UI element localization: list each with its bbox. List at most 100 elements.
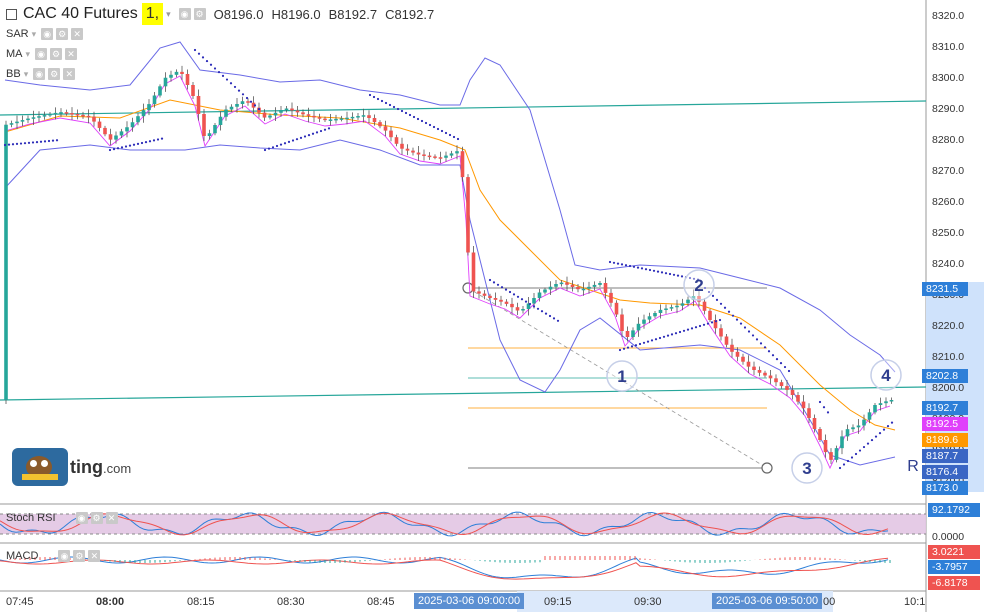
trendline-upper[interactable] [0, 100, 927, 116]
price-tag: 8231.5 [922, 282, 968, 296]
sar-dot [319, 129, 323, 133]
interval-badge[interactable]: 1, [141, 3, 164, 25]
stoch-d-line [0, 512, 889, 536]
candle-body [141, 110, 146, 117]
macd-legend[interactable]: MACD ◉ ⚙ ✕ [6, 550, 101, 562]
indicator-row-sar[interactable]: SAR ▾ ◉ ⚙ ✕ [6, 24, 434, 44]
time-tick: 07:45 [6, 596, 34, 608]
eye-icon[interactable]: ◉ [75, 512, 88, 524]
candle-body [642, 319, 646, 324]
wave-label-2[interactable]: 2 [683, 269, 715, 301]
eye-icon[interactable]: ◉ [33, 68, 46, 80]
sar-dot [7, 143, 11, 146]
wave-label-3[interactable]: 3 [791, 452, 823, 484]
settings-icon[interactable]: ⚙ [50, 48, 63, 60]
sar-dot [874, 435, 878, 438]
sar-dot [43, 140, 47, 143]
settings-icon[interactable]: ⚙ [90, 512, 103, 524]
sar-dot [642, 341, 646, 344]
sar-dot [528, 302, 532, 306]
chevron-down-icon[interactable]: ▾ [166, 8, 171, 19]
candle-body [4, 124, 8, 400]
moving-averages [4, 75, 896, 470]
close-icon[interactable]: ✕ [88, 550, 101, 562]
collapse-icon[interactable] [6, 8, 17, 20]
chevron-down-icon[interactable]: ▾ [23, 68, 29, 79]
sar-dot [532, 305, 536, 308]
candle-body [581, 288, 586, 291]
time-tag-start: 2025-03-06 09:00:00 [414, 593, 525, 609]
sar-dot [144, 141, 148, 144]
candle-body [180, 71, 184, 74]
candle-body [559, 282, 564, 285]
eye-icon[interactable]: ◉ [35, 48, 48, 60]
candle-body [730, 344, 734, 352]
sar-dot [500, 286, 504, 289]
settings-icon[interactable]: ⚙ [48, 68, 61, 80]
sar-dot [380, 99, 384, 103]
time-tick: 09:15 [544, 596, 572, 608]
sar-dot [706, 322, 710, 325]
sar-dot [245, 96, 249, 100]
fib-handle[interactable] [761, 462, 773, 474]
sar-dot [640, 267, 644, 270]
trendline-lower[interactable] [0, 386, 927, 401]
eye-icon[interactable]: ◉ [58, 550, 71, 562]
candle-body [862, 419, 866, 426]
candle-body [383, 126, 388, 131]
candle-body [449, 153, 454, 156]
settings-icon[interactable]: ⚙ [56, 28, 69, 40]
settings-icon[interactable]: ⚙ [73, 550, 86, 562]
candle-body [867, 412, 872, 420]
sar-dot [323, 128, 327, 131]
sar-dot [504, 288, 508, 291]
fib-diagonal[interactable] [467, 287, 768, 469]
sar-dot [727, 310, 731, 313]
chevron-down-icon[interactable]: ▾ [31, 28, 37, 39]
indicator-row-ma[interactable]: MA ▾ ◉ ⚙ ✕ [6, 44, 434, 64]
close-icon[interactable]: ✕ [65, 48, 78, 60]
fib-handle[interactable] [462, 282, 474, 294]
price-tick: 8320.0 [932, 10, 964, 22]
symbol-row[interactable]: CAC 40 Futures 1, ▾ ◉ ⚙ O8196.0 H8196.0 … [6, 3, 434, 25]
candle-body [812, 418, 817, 429]
sar-dot [636, 266, 640, 269]
candle-body [504, 301, 509, 304]
close-icon[interactable]: ✕ [71, 28, 84, 40]
candle-body [482, 293, 487, 296]
candle-body [614, 302, 619, 315]
stoch-rsi-legend[interactable]: Stoch RSI ◉ ⚙ ✕ [6, 512, 118, 524]
sar-dot [767, 350, 771, 353]
chevron-down-icon[interactable]: ▾ [25, 48, 31, 59]
price-tick: 8290.0 [932, 103, 964, 115]
time-tick: 08:00 [96, 596, 124, 608]
sar-dot [392, 105, 396, 109]
sar-dot [755, 338, 759, 341]
candle-body [834, 448, 839, 460]
eye-icon[interactable]: ◉ [41, 28, 54, 40]
r-label[interactable]: R [907, 458, 919, 475]
sar-dot [680, 275, 684, 278]
sar-dot [140, 141, 144, 145]
price-tag: 8189.6 [922, 433, 968, 447]
sar-dot [384, 101, 388, 105]
settings-icon[interactable]: ⚙ [193, 8, 206, 20]
price-axis[interactable]: 8320.0 8310.0 8300.0 8290.0 8280.0 8270.0 8260… [932, 10, 964, 487]
sar-dot [714, 320, 718, 323]
candle-body [785, 386, 789, 390]
time-axis[interactable]: 07:45 08:00 08:15 08:30 08:45 09:15 09:3… [6, 596, 925, 608]
indicator-label: MA [6, 48, 23, 60]
time-tick: :00 [820, 596, 835, 608]
eye-icon[interactable]: ◉ [178, 8, 191, 20]
sar-dot [315, 131, 319, 134]
sar-dot [858, 449, 862, 452]
price-tick: 8200.0 [932, 382, 964, 394]
close-icon[interactable]: ✕ [63, 68, 76, 80]
indicator-row-bb[interactable]: BB ▾ ◉ ⚙ ✕ [6, 64, 434, 84]
candle-body [735, 351, 740, 357]
candle-body [790, 389, 795, 395]
close-icon[interactable]: ✕ [105, 512, 118, 524]
wave-label-4[interactable]: 4 [870, 359, 902, 391]
wave-label-1[interactable]: 1 [606, 360, 638, 392]
